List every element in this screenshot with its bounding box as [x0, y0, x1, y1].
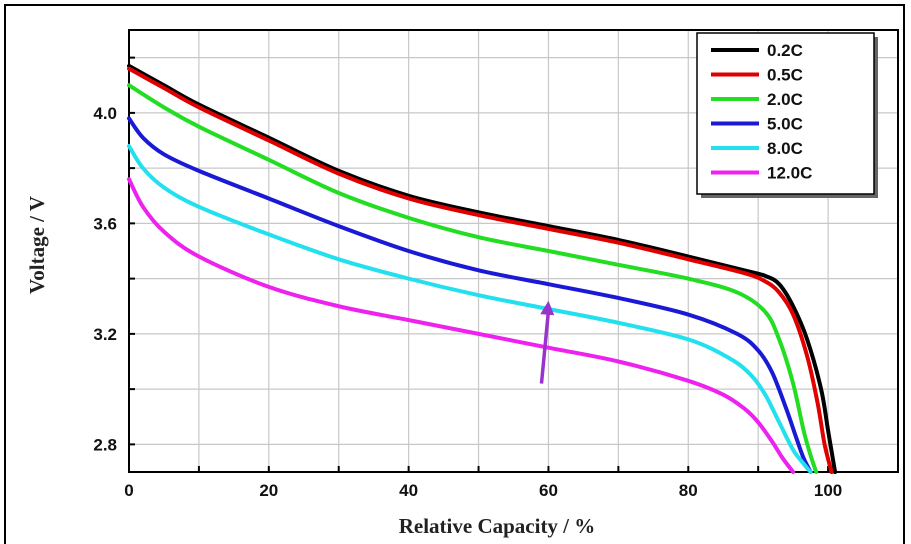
ticks: 0 20 40 60 80 100 2.8 3.2 3.6 4.0	[93, 56, 842, 500]
axes	[128, 29, 899, 473]
x-tick-label: 60	[539, 481, 558, 500]
series-line-0.2C	[127, 63, 838, 474]
series-line-0.5C	[127, 66, 834, 474]
series-line-5.0C	[127, 116, 813, 474]
y-axis-label: Voltage / V	[25, 196, 49, 294]
x-tick-label: 40	[399, 481, 418, 500]
x-tick-label: 100	[814, 481, 842, 500]
plot-border	[128, 29, 899, 473]
series-line-2.0C	[127, 83, 819, 474]
x-tick-label: 20	[259, 481, 278, 500]
y-tick-label: 3.6	[93, 214, 117, 233]
y-tick-label: 2.8	[93, 435, 117, 454]
legend: 0.2C 0.5C 2.0C 5.0C 8.0C 12.0C	[696, 32, 878, 198]
x-axis-label: Relative Capacity / %	[399, 514, 596, 538]
annotation-arrow-shaft	[539, 310, 551, 384]
annotation-arrow-head	[540, 300, 555, 316]
x-tick-label: 0	[124, 481, 133, 500]
y-tick-label: 3.2	[93, 325, 117, 344]
legend-label-0.5C: 0.5C	[767, 66, 803, 85]
legend-label-0.2C: 0.2C	[767, 41, 803, 60]
legend-label-12.0C: 12.0C	[767, 164, 812, 183]
legend-label-5.0C: 5.0C	[767, 115, 803, 134]
y-tick-label: 4.0	[93, 104, 117, 123]
annotation	[539, 300, 555, 384]
figure-frame	[4, 4, 905, 544]
legend-label-2.0C: 2.0C	[767, 90, 803, 109]
legend-box	[696, 32, 875, 195]
series-line-8.0C	[127, 144, 813, 474]
legend-label-8.0C: 8.0C	[767, 139, 803, 158]
x-tick-label: 80	[679, 481, 698, 500]
